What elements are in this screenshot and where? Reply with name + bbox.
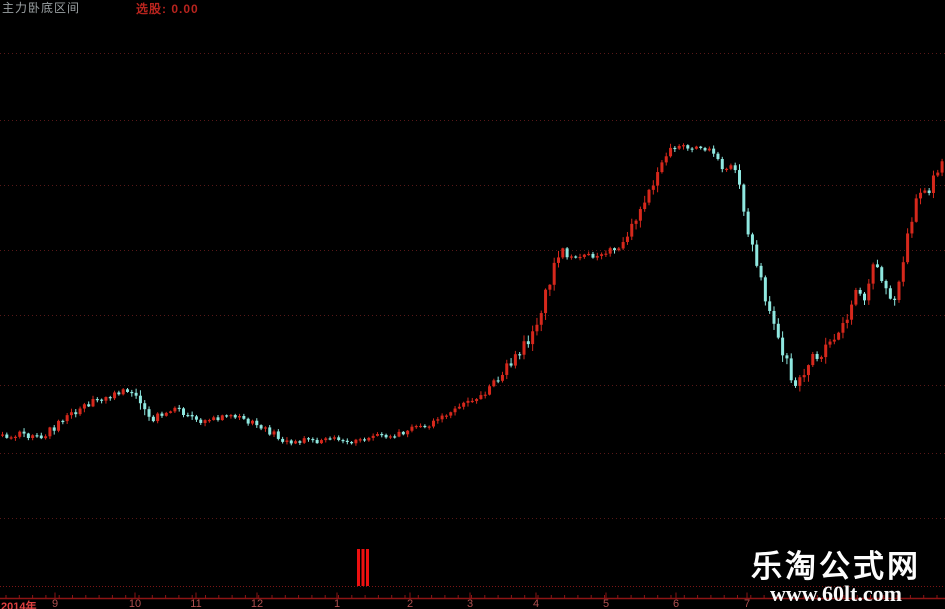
x-axis-month-label: 5 [602, 598, 610, 609]
indicator-value: 选股: 0.00 [136, 2, 199, 16]
x-axis-month-label: 10 [128, 598, 142, 609]
candles-group [1, 143, 944, 446]
watermark-site-url: www.60lt.com [770, 581, 902, 606]
x-axis-month-label: 1 [333, 598, 341, 609]
watermark-site-name: 乐淘公式网 [751, 549, 921, 584]
x-axis-labels: 2014年 9 10 11 12 1 2 3 4 5 6 7 [0, 597, 945, 609]
indicator-header: 主力卧底区间 选股: 0.00 [2, 0, 198, 16]
x-axis-month-label: 12 [250, 598, 264, 609]
x-axis-month-label: 4 [532, 598, 540, 609]
x-axis-month-label: 9 [51, 598, 59, 609]
watermark: 乐淘公式网 www.60lt.com [751, 551, 921, 605]
x-axis-month-label: 7 [743, 598, 751, 609]
x-axis-month-label: 6 [672, 598, 680, 609]
indicator-title: 主力卧底区间 [2, 1, 81, 15]
gridlines-group [0, 53, 945, 519]
x-axis-year-label: 2014年 [1, 601, 37, 609]
signal-bars-group [357, 549, 369, 586]
x-axis-month-label: 3 [466, 598, 474, 609]
x-axis-month-label: 11 [190, 598, 202, 609]
x-axis-ticks [5, 592, 938, 598]
x-axis-month-label: 2 [406, 598, 414, 609]
